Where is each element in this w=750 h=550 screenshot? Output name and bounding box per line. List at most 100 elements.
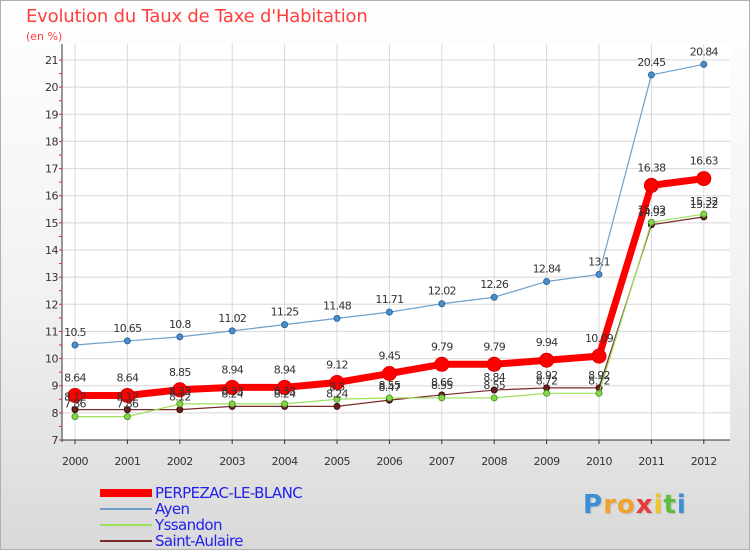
x-tick-label: 2004 xyxy=(272,455,298,468)
data-label-ayen: 10.65 xyxy=(113,322,142,335)
x-tick-label: 2011 xyxy=(638,455,664,468)
y-tick-label: 21 xyxy=(45,54,58,67)
data-label-perpezac-le-blanc: 16.63 xyxy=(690,155,719,168)
x-tick-label: 2001 xyxy=(114,455,140,468)
legend-label: Saint-Aulaire xyxy=(155,532,244,550)
data-point-ayen xyxy=(385,308,393,316)
data-label-perpezac-le-blanc: 8.85 xyxy=(169,366,191,379)
legend-item: Ayen xyxy=(100,501,302,517)
data-point-yssandon xyxy=(490,394,498,402)
data-label-perpezac-le-blanc: 8.64 xyxy=(64,371,86,384)
data-point-yssandon xyxy=(543,389,551,397)
legend-label: Ayen xyxy=(155,500,190,518)
x-tick-label: 2006 xyxy=(376,455,402,468)
data-point-ayen xyxy=(71,341,79,349)
data-point-ayen xyxy=(543,277,551,285)
y-tick-label: 9 xyxy=(52,380,59,393)
y-axis-unit-label: (en %) xyxy=(26,30,63,43)
data-label-saint-aulaire: 8.24 xyxy=(274,387,296,400)
data-point-ayen xyxy=(123,337,131,345)
data-label-saint-aulaire: 8.92 xyxy=(588,369,610,382)
logo-letter: i xyxy=(653,490,664,520)
logo-letter: P xyxy=(583,490,604,520)
data-point-ayen xyxy=(333,314,341,322)
data-label-yssandon: 8.33 xyxy=(221,385,243,398)
data-label-saint-aulaire: 8.12 xyxy=(169,391,191,404)
data-label-saint-aulaire: 15.22 xyxy=(690,198,718,211)
data-point-ayen xyxy=(595,270,603,278)
data-point-perpezac-le-blanc xyxy=(67,387,83,403)
chart-title: Evolution du Taux de Taxe d'Habitation xyxy=(26,6,368,27)
data-label-yssandon: 7.86 xyxy=(64,398,86,411)
x-tick-label: 2007 xyxy=(429,455,455,468)
data-label-saint-aulaire: 8.47 xyxy=(379,381,401,394)
data-label-saint-aulaire: 14.93 xyxy=(637,206,666,219)
data-point-ayen xyxy=(700,60,708,68)
data-label-yssandon: 15.02 xyxy=(637,203,665,216)
data-point-ayen xyxy=(281,321,289,329)
data-point-perpezac-le-blanc xyxy=(224,379,240,395)
y-tick-label: 15 xyxy=(45,217,58,230)
data-label-yssandon: 8.55 xyxy=(483,379,505,392)
x-tick-label: 2008 xyxy=(481,455,507,468)
data-point-saint-aulaire xyxy=(333,402,341,410)
y-tick-label: 13 xyxy=(45,271,58,284)
y-tick-label: 18 xyxy=(45,135,58,148)
data-point-perpezac-le-blanc xyxy=(486,356,502,372)
y-tick-label: 10 xyxy=(45,353,58,366)
data-label-ayen: 13.1 xyxy=(588,255,610,268)
data-label-saint-aulaire: 8.24 xyxy=(326,387,348,400)
proxiti-logo: Proxiti xyxy=(583,490,687,520)
y-tick-label: 8 xyxy=(52,407,59,420)
data-label-saint-aulaire: 8.12 xyxy=(64,391,86,404)
legend-label: PERPEZAC-LE-BLANC xyxy=(155,484,303,502)
data-point-perpezac-le-blanc xyxy=(172,382,188,398)
data-label-ayen: 12.02 xyxy=(428,285,456,298)
data-label-saint-aulaire: 8.24 xyxy=(221,387,243,400)
chart-legend: PERPEZAC-LE-BLANC Ayen Yssandon Saint-Aulai… xyxy=(100,484,303,549)
data-label-yssandon: 8.55 xyxy=(379,379,401,392)
data-point-yssandon xyxy=(385,394,393,402)
x-tick-label: 2002 xyxy=(167,455,193,468)
data-label-perpezac-le-blanc: 8.94 xyxy=(274,363,296,376)
data-point-ayen xyxy=(490,293,498,301)
data-point-yssandon xyxy=(700,210,708,218)
data-label-ayen: 12.84 xyxy=(533,262,562,275)
data-label-saint-aulaire: 8.66 xyxy=(431,376,453,389)
x-tick-label: 2003 xyxy=(219,455,245,468)
data-point-perpezac-le-blanc xyxy=(119,387,135,403)
y-tick-label: 7 xyxy=(52,434,59,447)
x-tick-label: 2010 xyxy=(586,455,612,468)
y-tick-label: 20 xyxy=(45,81,58,94)
data-point-ayen xyxy=(438,300,446,308)
x-tick-label: 2000 xyxy=(62,455,88,468)
data-point-yssandon xyxy=(438,394,446,402)
data-point-perpezac-le-blanc xyxy=(434,356,450,372)
data-label-perpezac-le-blanc: 9.79 xyxy=(483,340,505,353)
logo-letter: i xyxy=(676,490,687,520)
data-label-ayen: 20.45 xyxy=(637,56,666,69)
data-point-perpezac-le-blanc xyxy=(696,171,712,187)
legend-item: Saint-Aulaire xyxy=(100,533,302,549)
data-point-ayen xyxy=(647,71,655,79)
data-label-yssandon: 8.72 xyxy=(588,374,610,387)
data-label-yssandon: 8.5 xyxy=(329,380,345,393)
legend-swatch xyxy=(100,540,152,542)
x-tick-label: 2012 xyxy=(691,455,717,468)
data-label-saint-aulaire: 8.12 xyxy=(117,391,139,404)
data-label-ayen: 10.8 xyxy=(169,318,191,331)
data-label-perpezac-le-blanc: 8.94 xyxy=(221,363,243,376)
data-point-yssandon xyxy=(281,400,289,408)
data-point-ayen xyxy=(176,333,184,341)
legend-swatch xyxy=(100,508,152,510)
data-point-perpezac-le-blanc xyxy=(329,374,345,390)
data-label-saint-aulaire: 8.92 xyxy=(536,369,558,382)
data-label-ayen: 11.71 xyxy=(375,293,403,306)
data-label-ayen: 12.26 xyxy=(480,278,509,291)
y-tick-label: 14 xyxy=(45,244,58,257)
data-label-perpezac-le-blanc: 9.94 xyxy=(536,336,558,349)
data-point-saint-aulaire xyxy=(176,406,184,414)
data-label-perpezac-le-blanc: 16.38 xyxy=(637,161,666,174)
data-label-yssandon: 15.32 xyxy=(690,195,718,208)
